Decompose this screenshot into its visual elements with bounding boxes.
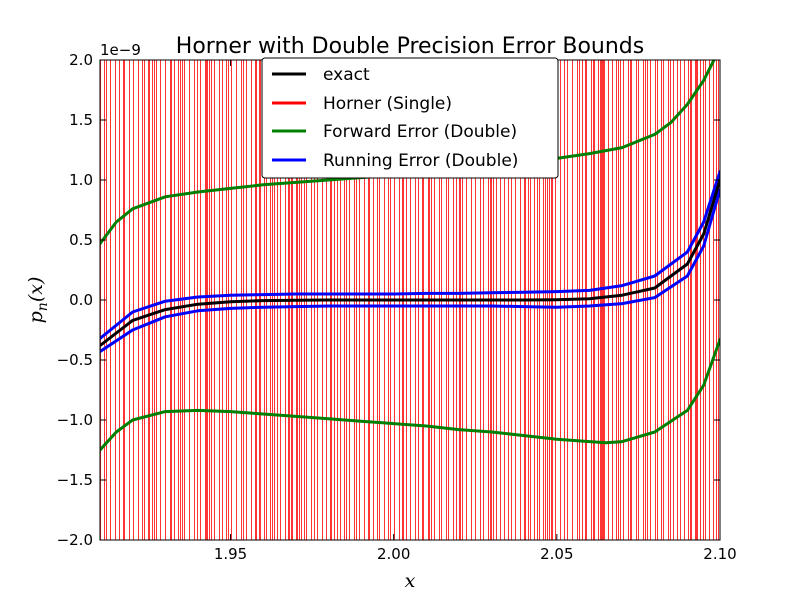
legend-label-horner-single: Horner (Single) bbox=[323, 94, 452, 114]
legend-label-running-error: Running Error (Double) bbox=[323, 151, 518, 171]
running-error-lower-line bbox=[100, 188, 720, 354]
y-offset-label: 1e−9 bbox=[100, 41, 141, 59]
y-tick-label: 0.5 bbox=[69, 231, 93, 249]
x-tick-label: 2.10 bbox=[703, 545, 736, 563]
y-axis-label-subscript: n bbox=[35, 302, 51, 311]
running-error-upper-line bbox=[100, 170, 720, 340]
legend: exact Horner (Single) Forward Error (Dou… bbox=[261, 57, 559, 179]
y-axis-label-arg: (x) bbox=[25, 277, 47, 303]
x-axis-label: x bbox=[405, 570, 416, 592]
forward-error-lower-line bbox=[100, 338, 720, 452]
legend-label-exact: exact bbox=[323, 65, 370, 85]
y-tick-label: 0.0 bbox=[69, 291, 93, 309]
y-axis-label-base: p bbox=[25, 311, 47, 323]
legend-box bbox=[261, 57, 559, 179]
y-tick-label: −0.5 bbox=[57, 351, 93, 369]
legend-label-forward-error: Forward Error (Double) bbox=[323, 122, 517, 142]
exact-line bbox=[100, 178, 720, 348]
x-tick-label: 1.95 bbox=[214, 545, 247, 563]
y-tick-label: 2.0 bbox=[69, 51, 93, 69]
y-tick-label: 1.5 bbox=[69, 111, 93, 129]
y-tick-label: −1.0 bbox=[57, 411, 93, 429]
y-tick-label: 1.0 bbox=[69, 171, 93, 189]
chart-title: Horner with Double Precision Error Bound… bbox=[176, 34, 644, 59]
x-tick-label: 2.05 bbox=[540, 545, 573, 563]
y-tick-label: −2.0 bbox=[57, 531, 93, 549]
x-tick-label: 2.00 bbox=[377, 545, 410, 563]
axis-ticks: 1.95 2.00 2.05 2.10 −2.0 −1.5 −1.0 −0.5 0.0 0.5 1.… bbox=[57, 51, 737, 563]
y-tick-label: −1.5 bbox=[57, 471, 93, 489]
y-axis-label: pn(x) bbox=[25, 277, 51, 324]
